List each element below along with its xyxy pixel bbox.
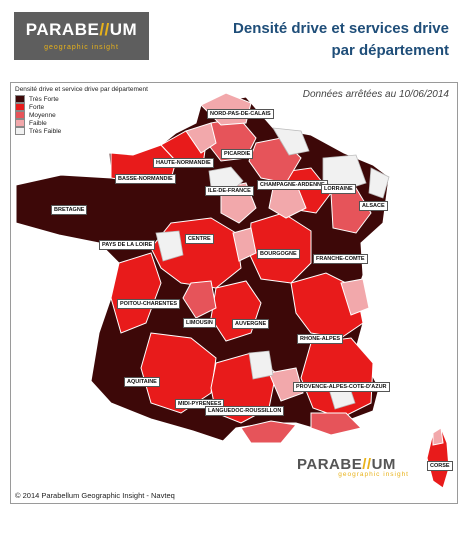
- zone-alpes: [340, 278, 370, 316]
- zone-aquitaine-east: [240, 420, 297, 444]
- page-title-line1: Densité drive et services drive: [233, 20, 449, 37]
- region-label-lorraine: LORRAINE: [321, 184, 356, 194]
- legend-title: Densité drive et service drive par dépar…: [15, 86, 148, 93]
- legend-swatch: [15, 95, 25, 103]
- page-title: Densité drive et services drive par dépa…: [185, 18, 449, 62]
- legend-label: Moyenne: [29, 111, 56, 119]
- legend-item: Très Forte: [15, 95, 148, 103]
- legend-swatch: [15, 127, 25, 135]
- france-map: [15, 92, 450, 489]
- region-label-centre: CENTRE: [185, 234, 214, 244]
- logo-brand-text: PARABE//UM: [297, 456, 396, 473]
- region-label-midi-pyrenees: MIDI-PYRENEES: [175, 399, 225, 409]
- zone-ardennes: [272, 127, 310, 156]
- region-label-provence-alpes-cote-dazur: PROVENCE-ALPES-COTE-D'AZUR: [293, 382, 390, 392]
- region-label-poitou-charentes: POITOU-CHARENTES: [117, 299, 181, 309]
- region-label-limousin: LIMOUSIN: [183, 318, 216, 328]
- region-label-nord-pas-de-calais: NORD-PAS-DE-CALAIS: [207, 109, 274, 119]
- legend-label: Forte: [29, 103, 45, 111]
- zone-limousin-side: [182, 280, 217, 319]
- region-label-pays-de-la-loire: PAYS DE LA LOIRE: [99, 240, 156, 250]
- region-label-bourgogne: BOURGOGNE: [257, 249, 300, 259]
- legend-swatch: [15, 119, 25, 127]
- legend-swatch: [15, 103, 25, 111]
- logo-subtitle: geographic insight: [338, 471, 409, 478]
- copyright-text: © 2014 Parabellum Geographic Insight - N…: [15, 491, 175, 500]
- region-label-alsace: ALSACE: [359, 201, 388, 211]
- region-label-languedoc-roussillon: LANGUEDOC-ROUSSILLON: [205, 406, 285, 416]
- legend-label: Très Forte: [29, 95, 59, 103]
- legend-item: Faible: [15, 119, 148, 127]
- logo-subtitle: geographic insight: [44, 44, 119, 51]
- region-label-rhone-alpes: RHONE-ALPES: [297, 334, 344, 344]
- legend-item: Moyenne: [15, 111, 148, 119]
- region-label-basse-normandie: BASSE-NORMANDIE: [115, 174, 176, 184]
- region-label-corse: CORSE: [427, 461, 453, 471]
- parabellum-logo: PARABE//UM geographic insight: [14, 12, 149, 60]
- map-legend: Densité drive et service drive par dépar…: [15, 86, 148, 135]
- zone-picardie-west: [185, 122, 217, 154]
- zone-alsace-north: [368, 167, 390, 199]
- region-label-picardie: PICARDIE: [221, 149, 254, 159]
- zone-poitou: [110, 252, 162, 334]
- region-label-aquitaine: AQUITAINE: [124, 377, 160, 387]
- legend-label: Faible: [29, 119, 47, 127]
- zone-auvergne-south: [248, 350, 274, 380]
- zone-corse-north: [432, 427, 444, 446]
- zone-centre-west: [155, 230, 184, 262]
- logo-brand-text: PARABE//UM: [25, 20, 138, 39]
- map-panel: Densité drive et service drive par dépar…: [10, 82, 458, 504]
- data-date-note: Données arrêtées au 10/06/2014: [302, 89, 449, 100]
- region-label-bretagne: BRETAGNE: [51, 205, 88, 215]
- zone-bourgogne-west: [232, 227, 257, 262]
- legend-label: Très Faible: [29, 127, 62, 135]
- region-label-champagne-ardenne: CHAMPAGNE-ARDENNE: [257, 180, 328, 190]
- legend-item: Très Faible: [15, 127, 148, 135]
- zone-paca-south: [310, 412, 362, 436]
- region-label-ile-de-france: ILE-DE-FRANCE: [205, 186, 254, 196]
- region-label-haute-normandie: HAUTE-NORMANDIE: [153, 158, 214, 168]
- parabellum-logo-footer: PARABE//UM geographic insight: [297, 456, 409, 490]
- page-title-line2: par département: [331, 42, 449, 59]
- legend-swatch: [15, 111, 25, 119]
- region-label-auvergne: AUVERGNE: [232, 319, 270, 329]
- region-label-franche-comte: FRANCHE-COMTE: [313, 254, 368, 264]
- legend-item: Forte: [15, 103, 148, 111]
- zone-provence: [268, 367, 304, 402]
